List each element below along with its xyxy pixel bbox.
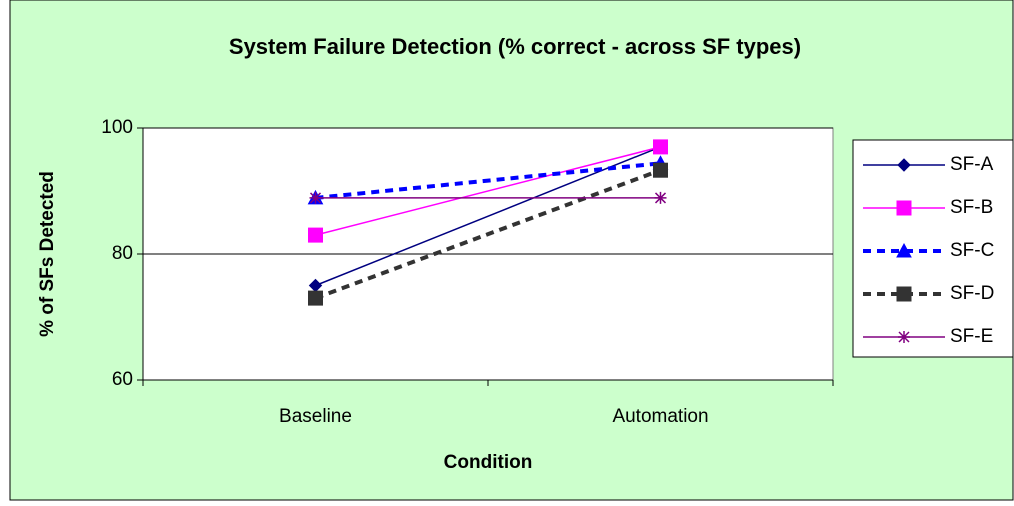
data-point bbox=[308, 227, 323, 243]
y-tick-label: 80 bbox=[112, 243, 133, 264]
legend-label: SF-B bbox=[950, 197, 993, 218]
data-point bbox=[653, 162, 668, 178]
legend-label: SF-A bbox=[950, 154, 994, 175]
series-line bbox=[315, 161, 661, 200]
legend-marker bbox=[896, 200, 912, 216]
series-line bbox=[315, 146, 661, 236]
legend-label: SF-E bbox=[950, 326, 993, 347]
legend-marker bbox=[896, 286, 912, 302]
legend-marker bbox=[896, 242, 912, 258]
x-tick-label: Automation bbox=[612, 406, 708, 427]
y-tick-label: 60 bbox=[112, 369, 133, 390]
legend-marker bbox=[898, 331, 910, 343]
data-point bbox=[654, 191, 667, 204]
legend-marker bbox=[897, 158, 911, 172]
data-point bbox=[308, 290, 323, 306]
y-axis-label: % of SFs Detected bbox=[37, 171, 58, 337]
legend bbox=[852, 139, 1014, 358]
legend-label: SF-D bbox=[950, 283, 994, 304]
chart-title: System Failure Detection (% correct - ac… bbox=[229, 34, 801, 59]
y-tick-label: 100 bbox=[101, 117, 133, 138]
series-line bbox=[315, 146, 661, 287]
legend-label: SF-C bbox=[950, 240, 994, 261]
x-axis-label: Condition bbox=[444, 452, 533, 473]
data-point bbox=[653, 139, 668, 155]
series-line bbox=[314, 168, 662, 300]
data-point bbox=[309, 191, 322, 204]
x-tick-label: Baseline bbox=[279, 406, 352, 427]
